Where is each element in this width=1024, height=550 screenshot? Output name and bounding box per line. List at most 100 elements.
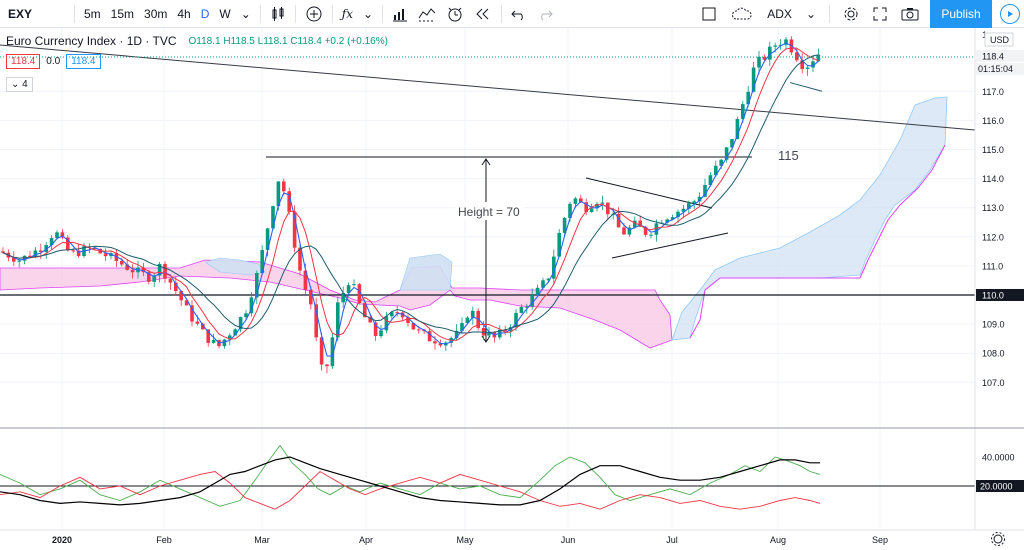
candle-body [800,60,804,69]
candle-body [746,91,750,105]
price-tick-label: 107.0 [982,378,1005,388]
candle-body [633,220,637,228]
candle-down [66,235,70,252]
candle-up [271,205,275,230]
candle-body [757,56,761,68]
candle-body [714,165,718,176]
camera-icon[interactable] [896,0,924,28]
last-price-box [976,50,1024,62]
price-tick-label: 117.0 [982,87,1004,97]
timeframe-30m[interactable]: 30m [144,6,168,21]
candle-up [552,249,556,285]
di-minus-line [0,470,821,510]
candle-up [708,172,713,187]
indicators-icon[interactable]: ƒx [341,6,353,21]
timeframe-dropdown-icon[interactable]: ⌄ [240,6,251,21]
candle-up [724,146,729,163]
candle-body [525,306,529,308]
candle-body [795,52,799,61]
price-tick-label: 111.0 [982,261,1003,271]
support-level-label: 110.0 [982,290,1004,300]
candle-body [665,219,669,223]
symbol-search[interactable]: EXY [8,6,33,21]
legend-change: +0.2 (+0.16%) [324,35,388,47]
bearish-cloud [0,259,673,349]
replay-icon[interactable] [469,0,497,28]
candle-body [66,237,70,251]
candle-down [395,305,399,317]
financials-icon[interactable] [387,0,413,28]
height-label-bg [455,202,523,220]
toolbar-divider [829,5,830,23]
candle-body [417,329,421,331]
candle-body [411,322,416,330]
timeframe-5m[interactable]: 5m [84,6,101,21]
redo-icon[interactable] [532,0,558,28]
ma-fast-line [2,42,819,357]
candle-body [454,330,459,339]
legend-title[interactable]: Euro Currency Index · 1D · TVC [6,34,177,48]
legend-high: H118.5 [223,35,255,47]
layout-dropdown-icon[interactable]: ⌄ [805,7,816,21]
candle-body [487,332,491,336]
bullish-cloud [399,253,453,291]
fullscreen-icon[interactable] [868,0,892,28]
indicators-dropdown-icon[interactable]: ⌄ [363,6,374,21]
candle-body [168,278,173,283]
candle-up [49,235,54,250]
candle-body [1,251,5,253]
candle-body [670,217,675,220]
timeframe-4h[interactable]: 4h [177,6,191,21]
adx-line [0,456,820,506]
candle-body [93,247,97,249]
indicator-count-badge[interactable]: ⌄ 4 [6,77,33,92]
candle-body [341,292,345,303]
candle-body [519,307,524,313]
legend-open: O118.1 [188,35,221,47]
timeframe-d[interactable]: D [200,6,210,21]
candle-body [535,287,540,296]
save-cloud-icon[interactable] [726,0,758,28]
candle-body [174,282,178,292]
add-compare-icon[interactable] [300,0,328,28]
candle-body [319,337,324,365]
candle-up [562,216,567,237]
candles-style-icon[interactable] [265,0,291,28]
layout-icon[interactable] [696,0,722,28]
candle-body [233,329,237,336]
play-icon[interactable] [1000,4,1020,24]
price-chart[interactable]: Height = 70 115 20.0000 40.0000 117.0 116.0… [0,28,1024,550]
candle-down [584,198,588,216]
ma-slow-extension [789,82,823,92]
candle-body [49,238,54,246]
layout-name[interactable]: ADX [767,7,792,21]
candle-body [622,227,626,235]
candle-body [719,159,723,166]
timeframe-w[interactable]: W [219,6,231,21]
candle-body [595,203,599,209]
legend-ohlc: O118.1 H118.5 L118.1 C118.4 +0.2 (+0.16%… [189,36,388,47]
candle-up [260,245,264,275]
alert-icon[interactable] [441,0,469,28]
undo-icon[interactable] [506,0,532,28]
settings-gear-icon[interactable] [838,0,864,28]
ma-mid-line [2,47,819,341]
sell-price-box[interactable]: 118.4 [6,54,41,69]
templates-icon[interactable] [413,0,441,28]
candle-down [12,251,16,266]
candle-down [363,300,367,318]
candle-body [681,208,686,212]
candle-body [292,211,297,248]
price-tick-label: 112.0 [982,232,1004,242]
di-plus-line [0,444,821,507]
candle-body [125,264,129,270]
candle-down [130,264,135,279]
buy-price-box[interactable]: 118.4 [66,54,101,69]
candle-body [103,253,108,257]
publish-button[interactable]: Publish [930,0,992,28]
timeframe-15m[interactable]: 15m [110,6,135,21]
candle-body [735,118,740,140]
candle-body [552,256,556,279]
candle-body [600,202,605,204]
candle-down [103,248,108,261]
